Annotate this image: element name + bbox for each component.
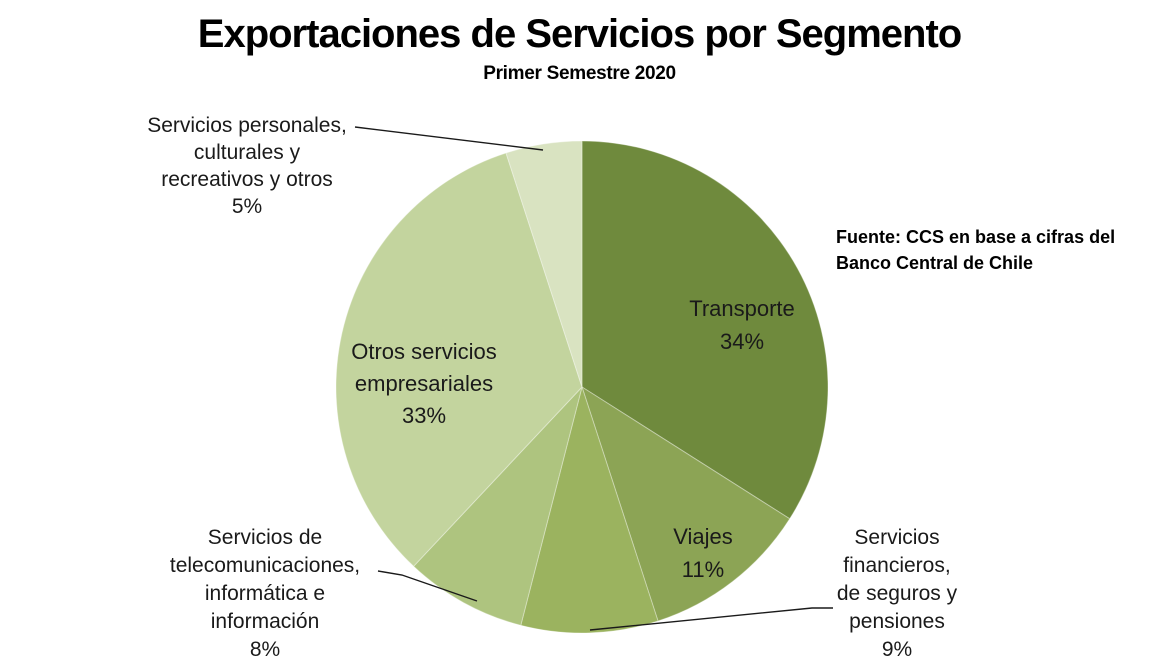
pie-slice-servicios-financieros-de-seguros-y-pensiones [520,385,659,634]
pie-slice-transporte [581,140,829,520]
chart-subtitle: Primer Semestre 2020 [483,63,676,84]
leader-line-servicios-personales-culturales-y-recreativos-y-otros [354,126,544,151]
pie-slice-servicios-de-telecomunicaciones-informatica-e-informacion [412,386,583,626]
source-note-line1: Fuente: CCS en base a cifras del [836,227,1116,247]
pie-slice-viajes [581,385,791,622]
source-note-line2: Banco Central de Chile [836,253,1034,273]
chart-title: Exportaciones de Servicios por Segmento [197,12,962,56]
source-note: Fuente: CCS en base a cifras del Banco C… [836,224,1156,276]
leader-line-servicios-financieros-de-seguros-y-pensiones [589,607,833,631]
pie-slice-otros-servicios-empresariales [335,152,583,568]
leader-line-servicios-de-telecomunicaciones-informatica-e-informacion [377,570,478,602]
pie-slice-servicios-personales-culturales-y-recreativos-y-otros [505,140,583,388]
